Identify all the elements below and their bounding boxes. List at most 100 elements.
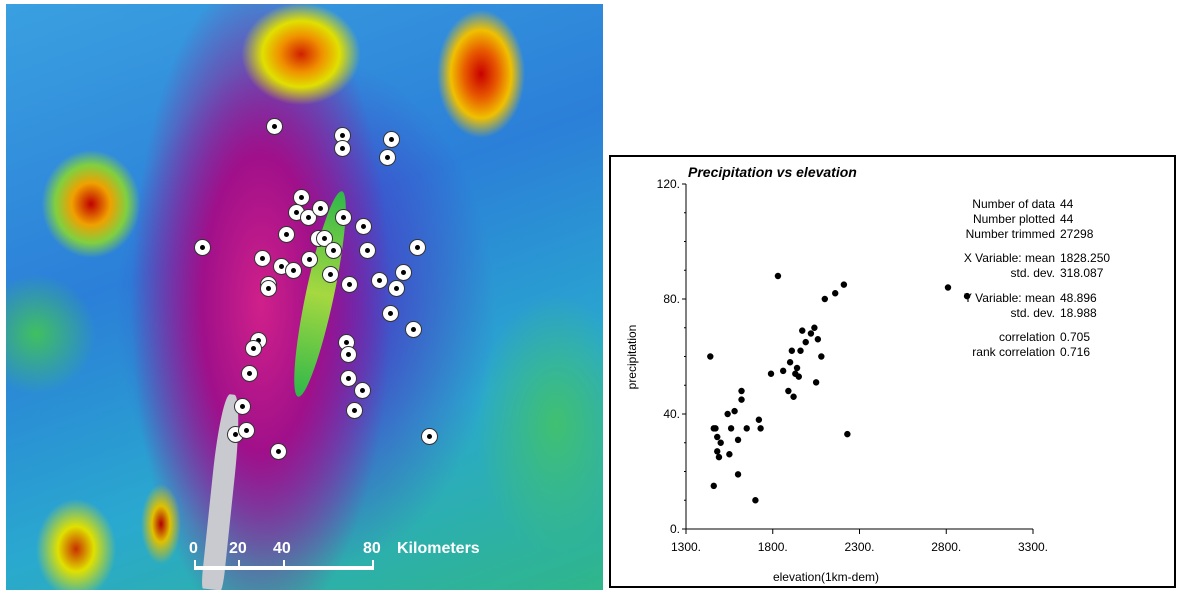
- station-marker: [266, 118, 283, 135]
- stat-value: 44: [1060, 212, 1074, 226]
- y-tick-label: 40.: [663, 407, 680, 421]
- x-tick-label: 2300.: [844, 540, 874, 554]
- station-marker: [395, 264, 412, 281]
- data-point: [738, 387, 745, 395]
- data-point: [944, 284, 952, 291]
- stats-panel: Number of data 44 Number plotted 44 Number t…: [964, 197, 1111, 359]
- stat-value: 1828.250: [1060, 251, 1110, 265]
- x-tick-label: 3300.: [1018, 540, 1048, 554]
- station-marker: [335, 209, 352, 226]
- data-point: [790, 393, 797, 400]
- stat-value: 48.896: [1060, 291, 1097, 305]
- data-point: [774, 272, 782, 280]
- station-marker: [359, 242, 376, 259]
- data-point: [814, 336, 822, 343]
- data-point: [755, 416, 763, 423]
- station-marker: [312, 200, 329, 217]
- data-point: [731, 407, 738, 415]
- station-marker: [340, 346, 357, 363]
- stat-label: std. dev.: [1011, 306, 1055, 320]
- station-marker: [301, 251, 318, 268]
- y-ticks: 0. 40. 80. 120.: [657, 177, 686, 536]
- station-marker: [379, 149, 396, 166]
- station-marker: [371, 272, 388, 289]
- data-point: [714, 448, 721, 455]
- station-marker: [405, 321, 422, 338]
- data-point: [734, 471, 742, 478]
- reservoir: [200, 393, 244, 590]
- data-point: [757, 425, 764, 432]
- data-point: [818, 353, 825, 360]
- station-marker: [254, 250, 271, 267]
- station-marker: [421, 428, 438, 445]
- scale-label-80: 80: [363, 540, 381, 557]
- y-axis-label: precipitation: [625, 325, 639, 390]
- stat-label: Number of data: [972, 197, 1055, 211]
- data-point: [795, 373, 802, 380]
- x-tick-label: 1300.: [671, 540, 701, 554]
- x-tick-label: 1800.: [758, 540, 788, 554]
- scatter-chart: Precipitation vs elevation 0.40.80.120. …: [625, 164, 1111, 584]
- scatter-chart-panel: Precipitation vs elevation 0. 40. 80. 120. …: [609, 155, 1176, 588]
- data-point: [715, 453, 723, 461]
- elevation-map: 0 20 40 80 Kilometers: [6, 4, 603, 590]
- data-point: [734, 436, 742, 444]
- station-marker: [234, 398, 251, 415]
- data-point: [767, 370, 775, 377]
- data-point: [802, 338, 809, 346]
- data-point: [752, 497, 759, 504]
- scale-tick: [194, 560, 196, 570]
- station-marker: [388, 280, 405, 297]
- station-marker: [278, 226, 295, 243]
- data-point: [707, 353, 714, 360]
- station-marker: [285, 262, 302, 279]
- station-marker: [346, 402, 363, 419]
- data-point: [797, 347, 804, 354]
- data-point: [727, 425, 735, 432]
- data-point: [717, 439, 724, 446]
- data-point: [726, 451, 733, 458]
- stat-label: Number trimmed: [966, 227, 1055, 241]
- data-point: [712, 425, 719, 432]
- station-marker: [245, 340, 262, 357]
- data-point: [811, 324, 818, 331]
- station-marker: [322, 266, 339, 283]
- stat-value: 318.087: [1060, 266, 1104, 280]
- station-marker: [194, 239, 211, 256]
- y-tick-label: 120.: [657, 177, 680, 191]
- station-marker: [355, 218, 372, 235]
- data-point: [710, 482, 717, 490]
- scale-tick: [283, 560, 285, 570]
- data-point: [788, 347, 796, 354]
- station-marker: [260, 280, 277, 297]
- station-marker: [270, 443, 287, 460]
- data-point: [807, 330, 815, 337]
- stat-label: Y Variable: mean: [964, 291, 1055, 305]
- data-point: [779, 367, 787, 375]
- station-marker: [382, 305, 399, 322]
- station-marker: [354, 382, 371, 399]
- stat-value: 44: [1060, 197, 1074, 211]
- data-point: [799, 327, 806, 334]
- station-marker: [340, 370, 357, 387]
- data-points: [707, 272, 971, 504]
- data-point: [714, 433, 721, 441]
- data-point: [743, 425, 750, 432]
- chart-title: Precipitation vs elevation: [688, 164, 857, 180]
- scale-unit: Kilometers: [397, 540, 480, 557]
- stat-label: std. dev.: [1011, 266, 1055, 280]
- stat-label: rank correlation: [972, 345, 1055, 359]
- x-tick-label: 2800.: [931, 540, 961, 554]
- station-marker: [334, 140, 351, 157]
- data-point: [832, 290, 839, 297]
- scale-label-40: 40: [273, 540, 291, 557]
- data-point: [812, 379, 820, 386]
- station-marker: [341, 276, 358, 293]
- station-marker: [383, 131, 400, 148]
- stat-value: 18.988: [1060, 306, 1097, 320]
- data-point: [963, 292, 971, 300]
- stat-value: 0.716: [1060, 345, 1090, 359]
- x-axis-label: elevation(1km-dem): [773, 570, 879, 584]
- scale-tick: [372, 560, 374, 570]
- data-point: [821, 295, 828, 303]
